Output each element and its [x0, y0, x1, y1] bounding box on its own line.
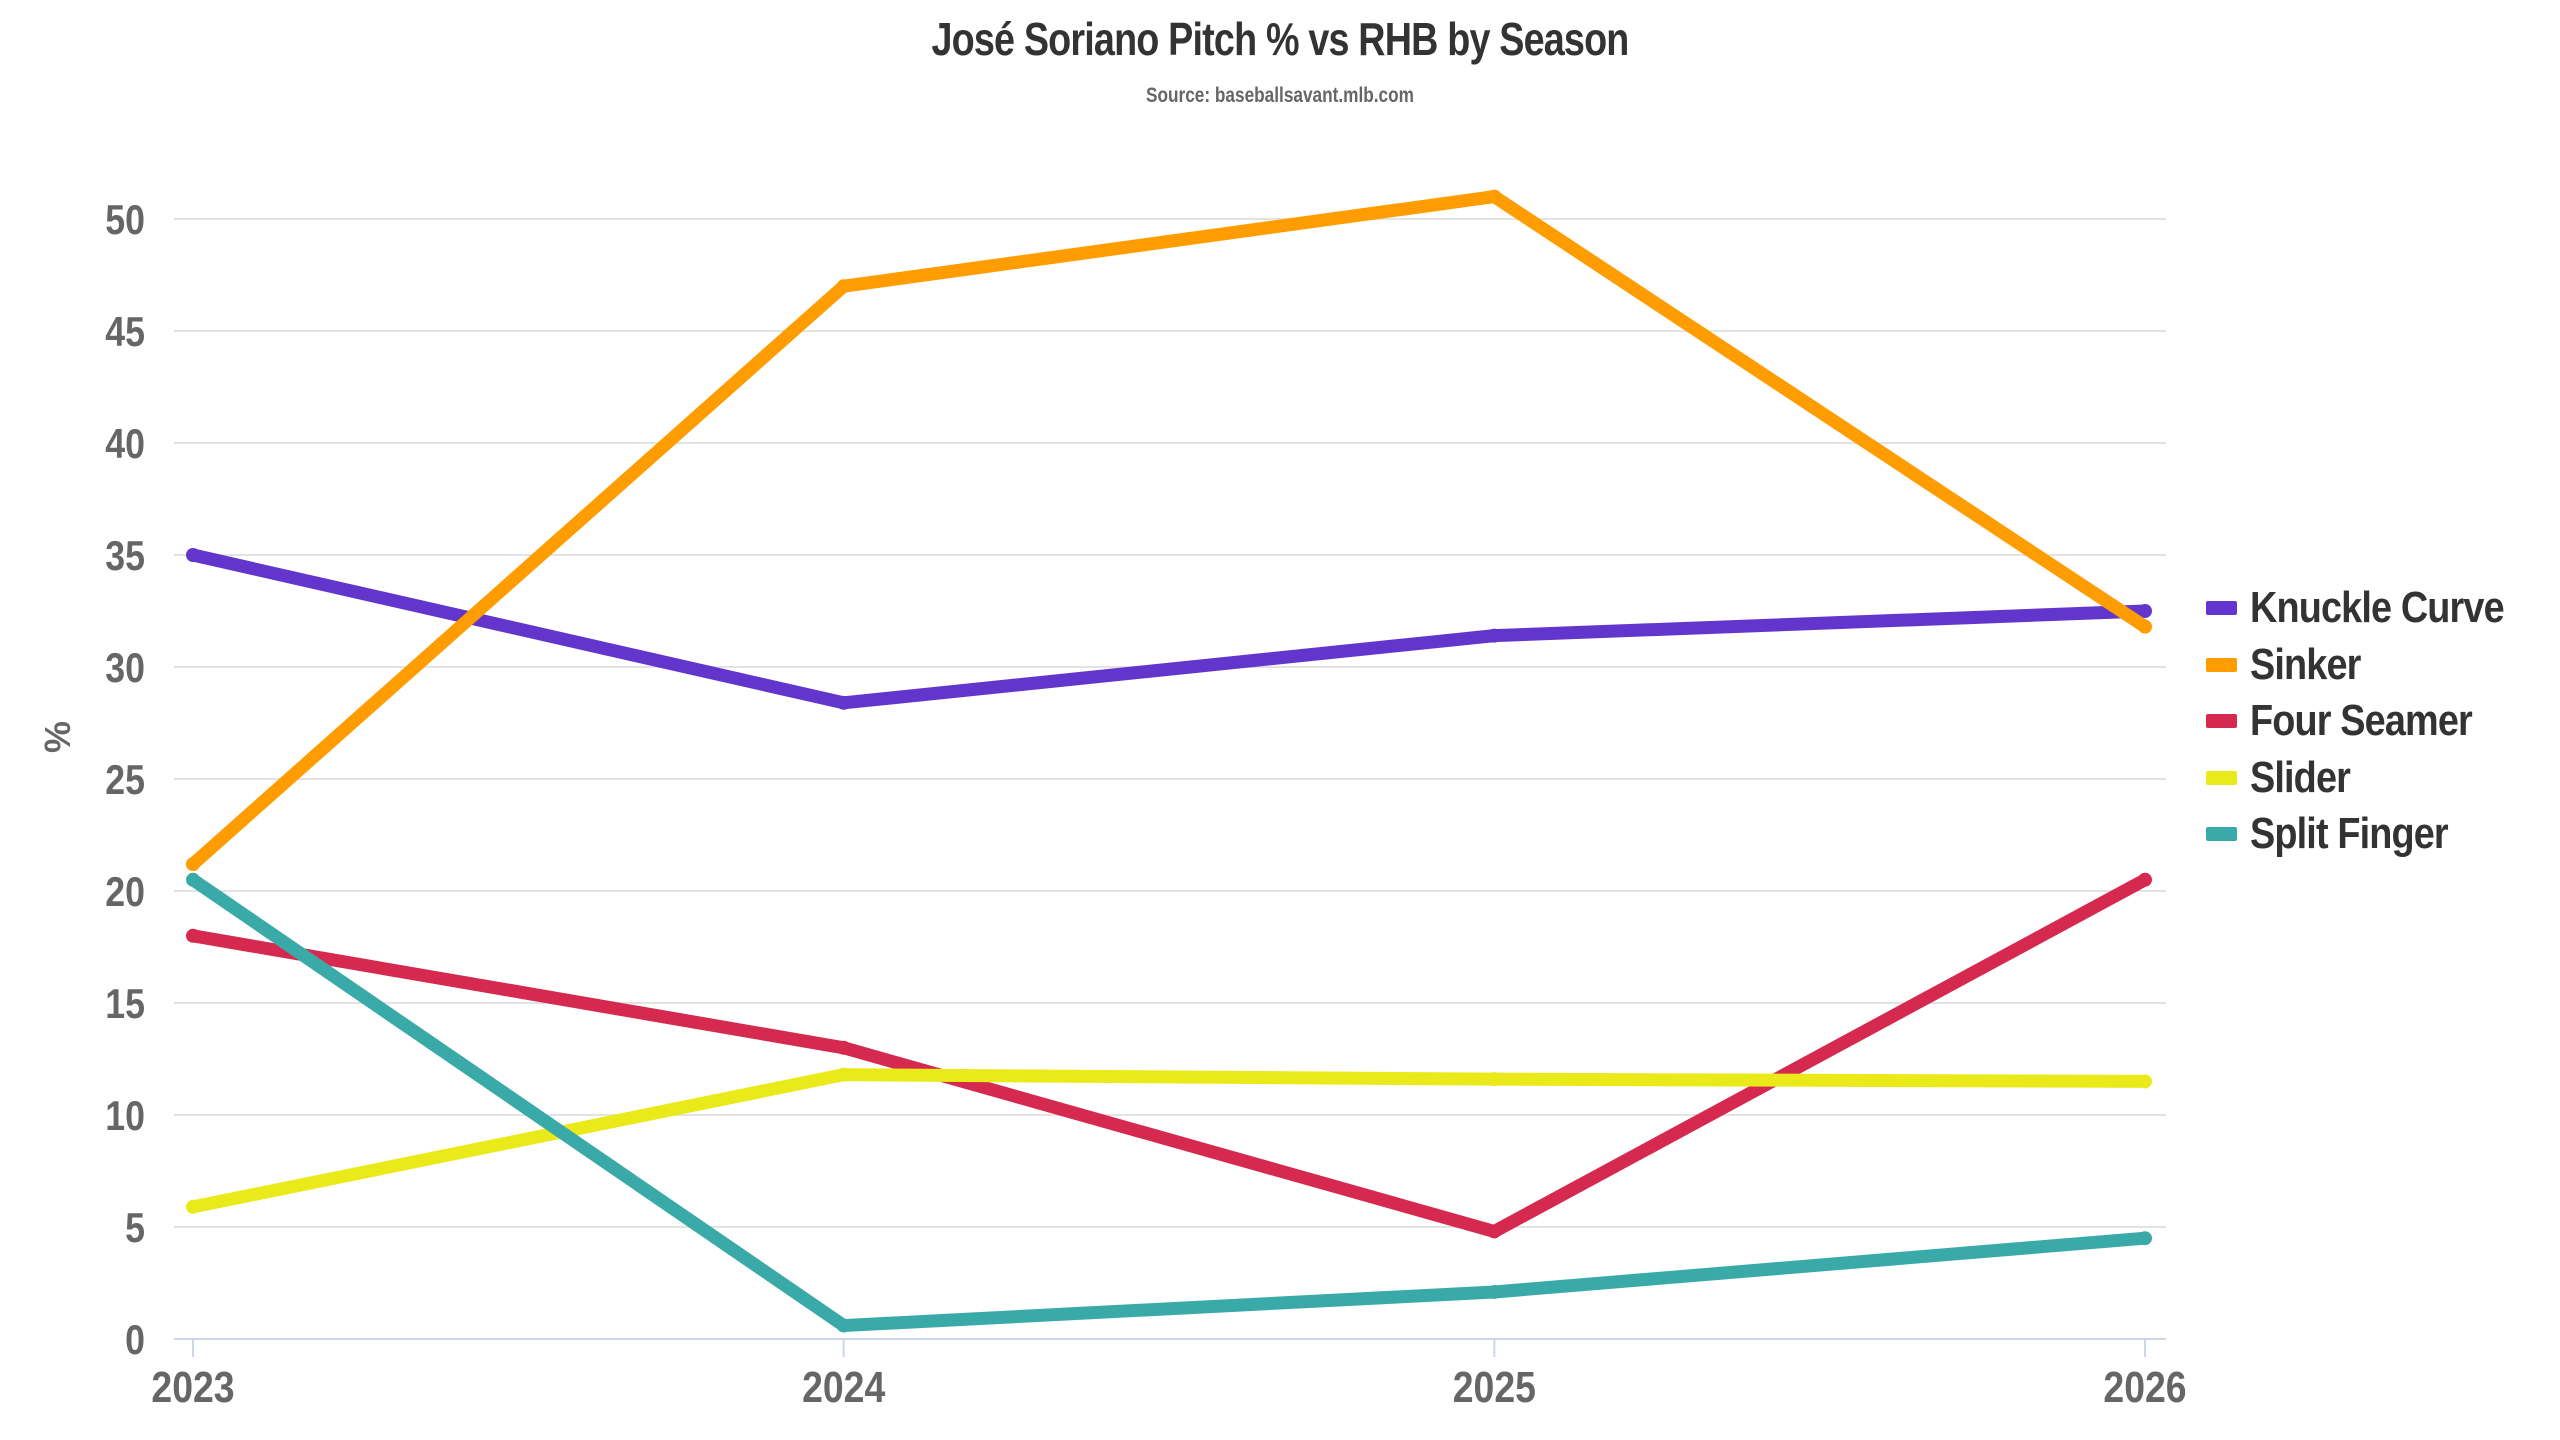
legend-swatch-icon [2206, 770, 2237, 785]
y-tick-label: 30 [105, 645, 145, 691]
series-sinker[interactable] [186, 189, 2152, 872]
series-four-seamer[interactable] [186, 872, 2152, 1239]
x-axis: 2023 2024 2025 2026 [151, 1338, 2187, 1412]
y-tick-label: 5 [125, 1205, 145, 1251]
series-line[interactable] [186, 873, 2152, 1333]
legend-item[interactable]: Four Seamer [2206, 693, 2545, 750]
legend-swatch-icon [2206, 657, 2237, 672]
legend-label: Sinker [2250, 639, 2361, 689]
series-line[interactable] [186, 873, 2152, 1238]
data-point[interactable] [186, 1199, 200, 1214]
legend-swatch-icon [2206, 714, 2237, 729]
y-tick-label: 25 [105, 757, 145, 803]
data-point[interactable] [1487, 1224, 1502, 1239]
legend-label: Knuckle Curve [2250, 583, 2505, 633]
data-point[interactable] [2138, 1074, 2152, 1089]
series-line[interactable] [186, 1068, 2152, 1214]
data-point[interactable] [836, 695, 851, 710]
data-point[interactable] [1487, 628, 1502, 643]
data-point[interactable] [836, 1318, 851, 1333]
data-point[interactable] [2138, 619, 2152, 634]
legend-item[interactable]: Knuckle Curve [2206, 580, 2545, 637]
x-tick-label: 2025 [1453, 1362, 1536, 1412]
data-point[interactable] [1487, 189, 1502, 204]
series-line[interactable] [186, 190, 2152, 871]
legend-item[interactable]: Slider [2206, 750, 2545, 807]
data-point[interactable] [2138, 1231, 2152, 1246]
legend-label: Split Finger [2250, 809, 2449, 859]
y-axis-ticks: 0 5 10 15 20 25 30 35 40 45 50 [105, 197, 145, 1363]
y-tick-label: 15 [105, 981, 145, 1027]
data-point[interactable] [186, 548, 200, 562]
y-tick-label: 0 [125, 1317, 145, 1363]
y-tick-label: 35 [105, 533, 145, 579]
x-tick-label: 2026 [2103, 1362, 2186, 1412]
data-point[interactable] [1487, 1284, 1502, 1299]
y-tick-label: 20 [105, 869, 145, 915]
data-point[interactable] [186, 857, 200, 872]
data-point[interactable] [186, 928, 200, 943]
chart-subtitle: Source: baseballsavant.mlb.com [1146, 84, 1414, 107]
y-tick-label: 40 [105, 421, 145, 467]
x-tick-label: 2024 [802, 1362, 885, 1412]
chart-title: José Soriano Pitch % vs RHB by Season [931, 13, 1629, 65]
x-tick-label: 2023 [151, 1362, 234, 1412]
data-point[interactable] [1487, 1072, 1502, 1087]
legend-item[interactable]: Split Finger [2206, 806, 2545, 863]
data-point[interactable] [2138, 872, 2152, 887]
series-slider[interactable] [186, 1067, 2152, 1214]
legend-label: Four Seamer [2250, 696, 2473, 746]
series-knuckle-curve[interactable] [186, 548, 2152, 710]
y-axis-label: % [37, 721, 78, 753]
legend: Knuckle Curve Sinker Four Seamer Slider Spli… [2206, 580, 2545, 863]
legend-item[interactable]: Sinker [2206, 637, 2545, 694]
series-split-finger[interactable] [186, 872, 2152, 1333]
legend-swatch-icon [2206, 827, 2237, 842]
y-tick-label: 45 [105, 309, 145, 355]
y-tick-label: 10 [105, 1093, 145, 1139]
y-tick-label: 50 [105, 197, 145, 243]
data-point[interactable] [836, 1040, 851, 1055]
legend-label: Slider [2250, 752, 2351, 802]
data-point[interactable] [836, 279, 851, 294]
series-lines [186, 189, 2152, 1333]
data-point[interactable] [2138, 604, 2152, 618]
legend-swatch-icon [2206, 601, 2237, 616]
series-line[interactable] [186, 548, 2152, 710]
data-point[interactable] [186, 872, 200, 887]
data-point[interactable] [836, 1067, 851, 1082]
